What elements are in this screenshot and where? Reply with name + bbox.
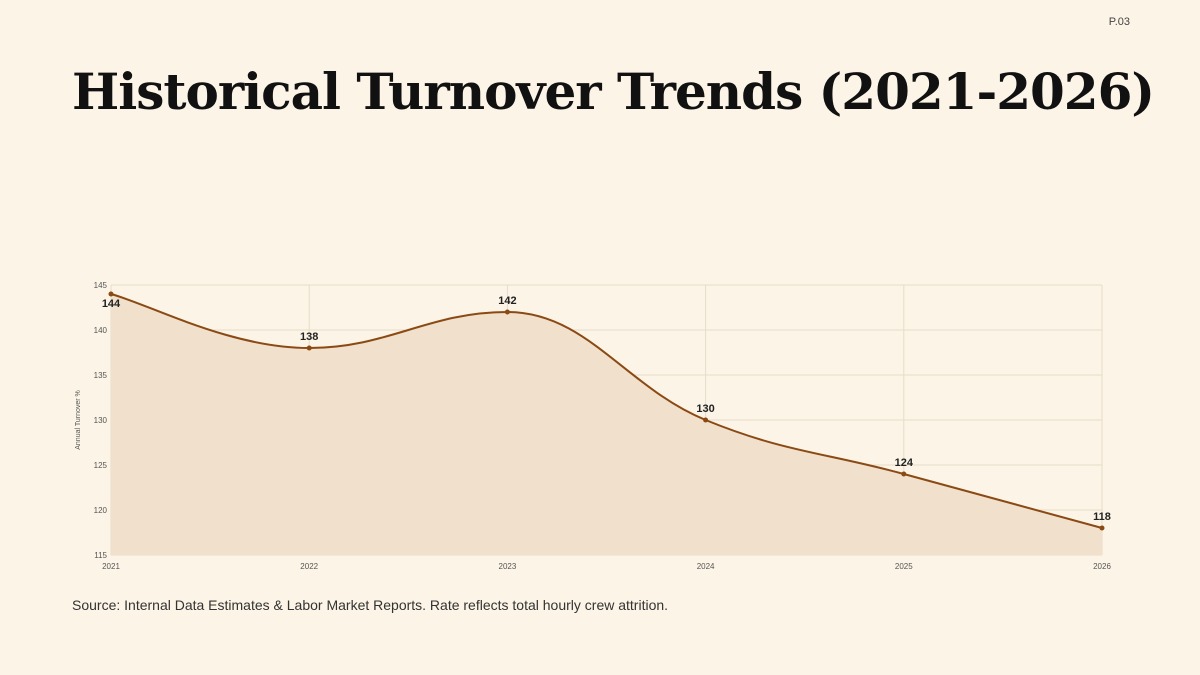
x-tick-label: 2023 [499,562,517,571]
y-tick-label: 125 [94,461,108,470]
source-note: Source: Internal Data Estimates & Labor … [72,597,669,613]
y-tick-label: 135 [94,371,108,380]
data-label: 144 [102,298,121,310]
x-tick-label: 2024 [697,562,715,571]
turnover-chart-svg: 115 120 125 130 135 140 145 2021 2022 2023 2024 202… [75,281,1111,571]
data-point [306,345,312,351]
data-point [1099,525,1105,531]
data-point [504,309,510,315]
data-label: 124 [895,457,914,469]
x-tick-label: 2025 [895,562,913,571]
x-tick-label: 2021 [102,562,120,571]
y-tick-label: 115 [94,551,107,560]
data-label: 138 [300,331,318,343]
series-line [110,293,1103,529]
area-fill [111,294,1102,555]
y-tick-label: 120 [94,506,108,515]
y-tick-label: 130 [94,416,108,425]
page-number: P.03 [1108,16,1130,28]
turnover-chart: 115 120 125 130 135 140 145 2021 2022 2023 2024 202… [60,270,1130,580]
data-point [703,417,709,423]
data-label: 118 [1093,511,1111,523]
y-axis-label: Annual Turnover % [75,390,82,450]
data-label: 130 [696,403,714,415]
data-point [901,471,907,477]
data-point [108,291,114,297]
y-tick-label: 145 [94,281,108,290]
y-tick-label: 140 [94,326,108,335]
page-title: Historical Turnover Trends (2021-2026) [72,62,1155,121]
x-tick-label: 2022 [300,562,318,571]
data-label: 142 [498,295,516,307]
x-tick-label: 2026 [1093,562,1111,571]
